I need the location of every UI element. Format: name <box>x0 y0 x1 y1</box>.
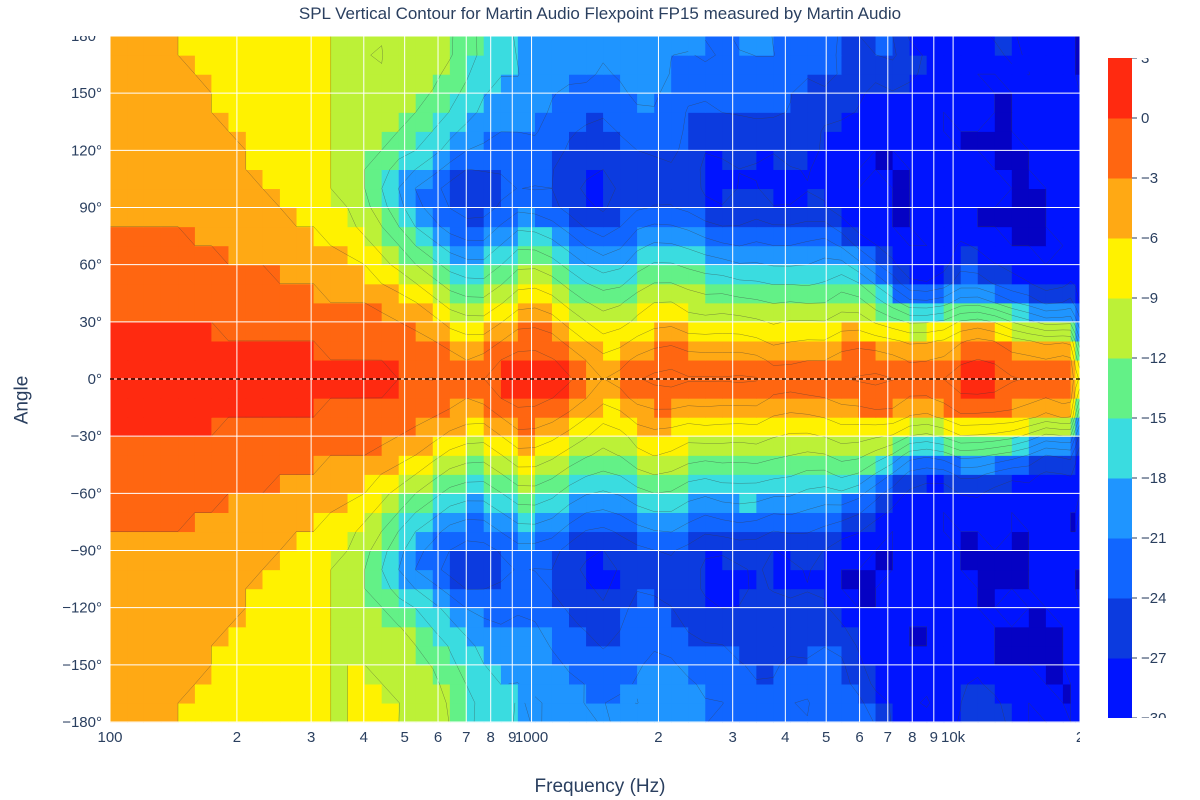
svg-text:2: 2 <box>233 729 241 746</box>
svg-text:3: 3 <box>1141 58 1149 67</box>
svg-text:7: 7 <box>884 729 892 746</box>
svg-text:120°: 120° <box>71 142 102 159</box>
svg-text:−18: −18 <box>1141 470 1166 487</box>
svg-text:10k: 10k <box>941 729 966 746</box>
svg-text:6: 6 <box>434 729 442 746</box>
svg-text:3: 3 <box>307 729 315 746</box>
x-axis-ticks: 1002345678910002345678910k2 <box>97 729 1080 746</box>
svg-text:−90°: −90° <box>71 543 102 560</box>
colorbar: 3 0 −3 −6 −9 −12 −15 −18 −21 −24 −27 −30 <box>1108 58 1192 718</box>
svg-text:1000: 1000 <box>515 729 548 746</box>
svg-text:−15: −15 <box>1141 410 1166 427</box>
svg-text:3: 3 <box>729 729 737 746</box>
svg-text:−60°: −60° <box>71 485 102 502</box>
colorbar-bands <box>1108 58 1132 718</box>
svg-text:−3: −3 <box>1141 170 1158 187</box>
svg-text:2: 2 <box>1076 729 1080 746</box>
svg-text:180°: 180° <box>71 36 102 45</box>
svg-text:−24: −24 <box>1141 590 1166 607</box>
svg-text:100: 100 <box>97 729 122 746</box>
svg-text:−30: −30 <box>1141 710 1166 718</box>
svg-text:−180°: −180° <box>62 714 102 731</box>
svg-text:−21: −21 <box>1141 530 1166 547</box>
colorbar-ticks: 3 0 −3 −6 −9 −12 −15 −18 −21 −24 −27 −30 <box>1132 58 1166 718</box>
svg-text:9: 9 <box>930 729 938 746</box>
svg-text:6: 6 <box>855 729 863 746</box>
svg-text:7: 7 <box>462 729 470 746</box>
svg-text:8: 8 <box>487 729 495 746</box>
svg-text:2: 2 <box>654 729 662 746</box>
svg-text:150°: 150° <box>71 85 102 102</box>
svg-text:30°: 30° <box>79 314 102 331</box>
x-axis-label: Frequency (Hz) <box>535 776 666 798</box>
svg-text:0: 0 <box>1141 110 1149 127</box>
svg-text:−12: −12 <box>1141 350 1166 367</box>
contour-plot-area: −180°−150°−120°−90°−60°−30°0°30°60°90°12… <box>110 36 1080 722</box>
chart-title: SPL Vertical Contour for Martin Audio Fl… <box>0 4 1200 24</box>
svg-text:−30°: −30° <box>71 428 102 445</box>
svg-text:8: 8 <box>908 729 916 746</box>
svg-text:90°: 90° <box>79 200 102 217</box>
svg-text:60°: 60° <box>79 257 102 274</box>
svg-text:0°: 0° <box>88 371 102 388</box>
svg-text:4: 4 <box>781 729 789 746</box>
svg-text:−9: −9 <box>1141 290 1158 307</box>
svg-text:4: 4 <box>360 729 368 746</box>
svg-text:5: 5 <box>822 729 830 746</box>
svg-text:−27: −27 <box>1141 650 1166 667</box>
y-axis-ticks: −180° −150° −120° −90° −60° −30° 0° 30° 60° 90° 12… <box>62 36 102 731</box>
svg-text:5: 5 <box>400 729 408 746</box>
svg-text:−120°: −120° <box>62 600 102 617</box>
svg-text:−150°: −150° <box>62 657 102 674</box>
svg-text:−6: −6 <box>1141 230 1158 247</box>
